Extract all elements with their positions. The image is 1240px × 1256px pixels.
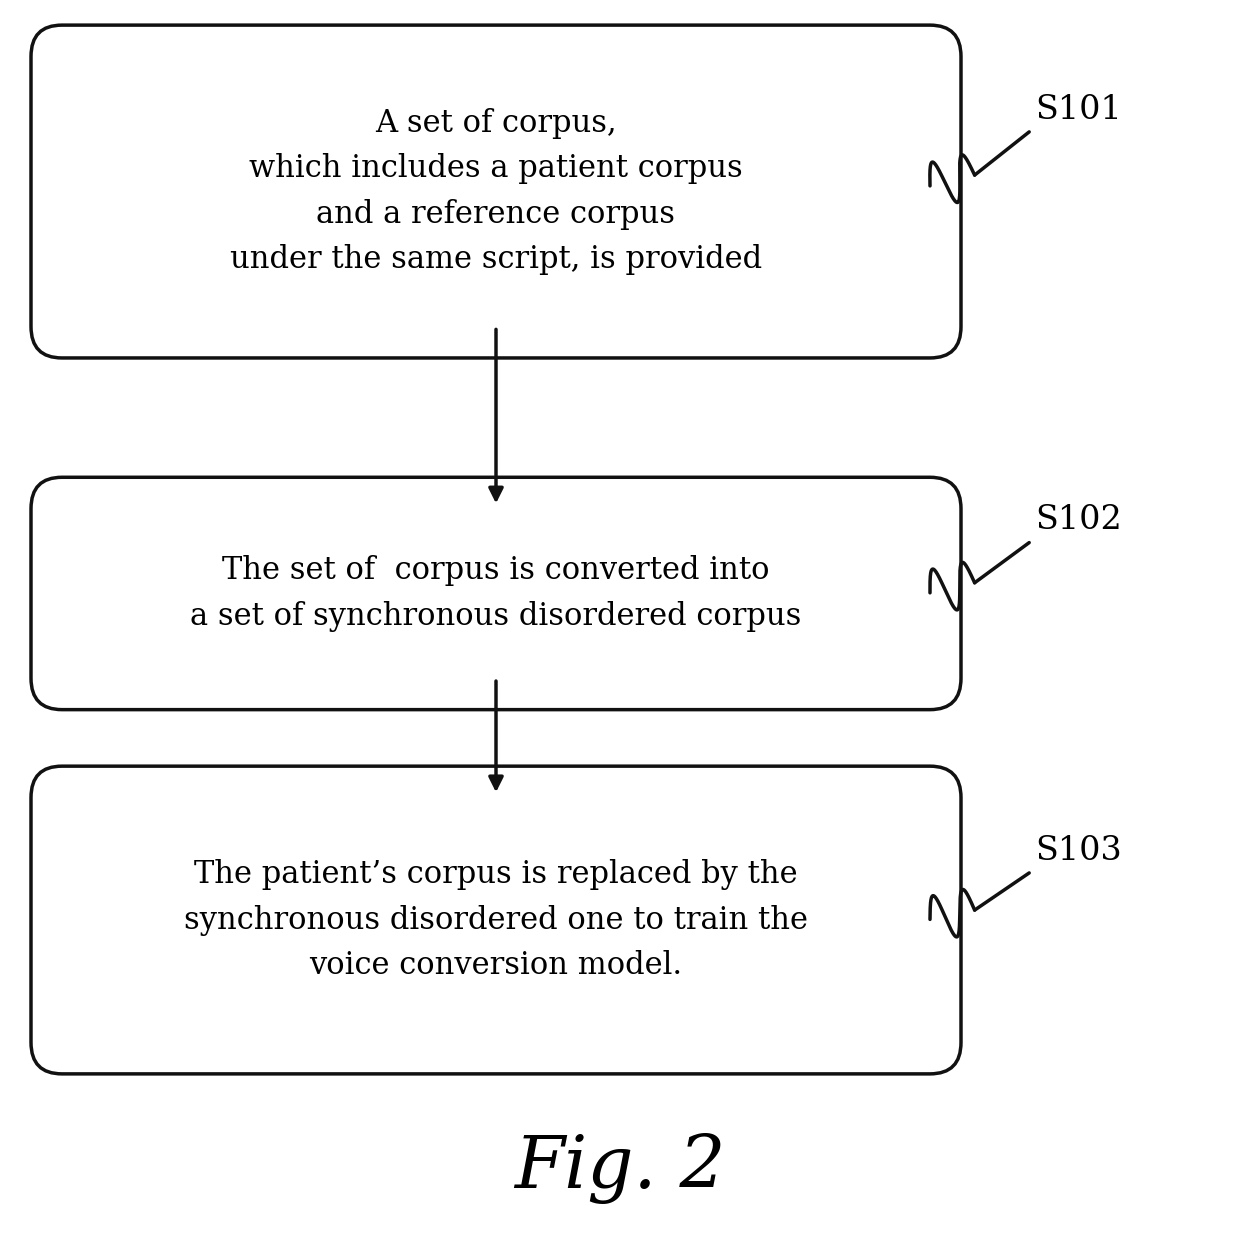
- FancyBboxPatch shape: [31, 477, 961, 710]
- FancyBboxPatch shape: [31, 766, 961, 1074]
- FancyBboxPatch shape: [31, 25, 961, 358]
- Text: A set of corpus,
which includes a patient corpus
and a reference corpus
under th: A set of corpus, which includes a patien…: [229, 108, 763, 275]
- Text: The patient’s corpus is replaced by the
synchronous disordered one to train the
: The patient’s corpus is replaced by the …: [184, 859, 808, 981]
- Text: S101: S101: [1035, 94, 1122, 126]
- Text: The set of  corpus is converted into
a set of synchronous disordered corpus: The set of corpus is converted into a se…: [190, 555, 802, 632]
- Text: Fig. 2: Fig. 2: [515, 1133, 725, 1203]
- Text: S102: S102: [1035, 505, 1122, 536]
- Text: S103: S103: [1035, 835, 1122, 867]
